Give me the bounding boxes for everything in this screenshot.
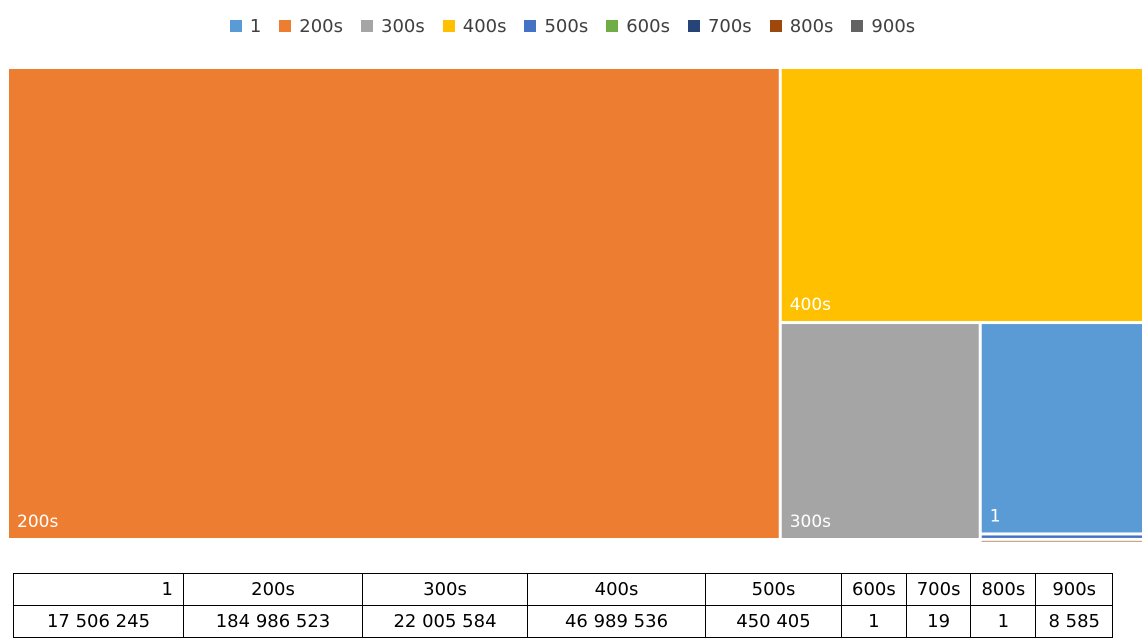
table-value-cell: 184 986 523 <box>183 605 363 638</box>
treemap-tile-800s <box>981 541 1142 542</box>
table-header-row: 1 200s 300s 400s 500s 600s 700s 800s 900s <box>13 573 1114 606</box>
legend-item: 300s <box>361 16 425 37</box>
treemap-tile-500s <box>981 535 1142 538</box>
legend-swatch <box>361 20 374 32</box>
table-header-cell: 300s <box>362 573 528 606</box>
legend-label: 600s <box>626 15 670 37</box>
legend-item: 900s <box>851 16 915 37</box>
treemap-tile-1 <box>981 324 1142 533</box>
treemap-tile-400s <box>781 69 1142 322</box>
legend-label: 800s <box>789 15 834 37</box>
table-value-cell: 1 <box>841 605 907 638</box>
legend-swatch <box>606 20 619 32</box>
table-value-cell: 450 405 <box>705 605 842 638</box>
treemap-tile-label: 300s <box>790 512 831 532</box>
legend-swatch <box>524 20 537 32</box>
legend-item: 200s <box>279 16 343 37</box>
legend-item: 400s <box>442 15 507 37</box>
legend-label: 300s <box>381 15 425 37</box>
table-header-cell: 500s <box>705 573 842 606</box>
legend-item: 800s <box>769 15 834 37</box>
legend-swatch <box>229 20 242 32</box>
legend-item: 600s <box>606 16 670 37</box>
legend-label: 200s <box>299 15 344 37</box>
table-header-cell: 1 <box>13 573 184 606</box>
legend-label: 900s <box>871 15 916 37</box>
legend-swatch <box>687 20 700 32</box>
table-value-cell: 46 989 536 <box>527 605 706 638</box>
legend-label: 500s <box>544 15 589 37</box>
table-header-cell: 400s <box>527 573 706 606</box>
table-value-cell: 19 <box>905 605 972 638</box>
legend-item: 500s <box>524 16 588 37</box>
treemap-tile-label: 1 <box>990 506 1001 526</box>
legend-label: 400s <box>462 15 507 37</box>
table-header-cell: 700s <box>905 573 972 606</box>
table-value-cell: 22 005 584 <box>362 605 528 638</box>
treemap-tile-200s <box>9 69 779 538</box>
legend-swatch <box>279 20 292 32</box>
table-header-cell: 200s <box>183 573 363 606</box>
legend-label: 700s <box>707 15 752 37</box>
legend-swatch <box>769 20 782 32</box>
table-header-cell: 600s <box>841 573 907 606</box>
treemap-tile-label: 400s <box>790 295 831 315</box>
treemap-plot: 200s 400s 300s 1 <box>9 69 1142 542</box>
table-value-row: 17 506 245 184 986 523 22 005 584 46 989 53… <box>13 605 1114 638</box>
treemap-tile-300s <box>781 324 979 538</box>
table-value-cell: 17 506 245 <box>13 605 184 638</box>
treemap-tile-label: 200s <box>17 512 58 532</box>
table-value-cell: 1 <box>970 605 1037 638</box>
legend-swatch <box>442 20 455 32</box>
data-table: 1 200s 300s 400s 500s 600s 700s 800s 900s 17 506… <box>13 573 1114 638</box>
legend-item: 700s <box>687 15 752 37</box>
table-header-cell: 900s <box>1035 573 1114 606</box>
legend-item: 1 <box>229 15 262 37</box>
legend-label: 1 <box>249 15 262 37</box>
chart-legend: 1 200s 300s 400s 500s 600s 700s 800s 900s <box>0 10 1145 42</box>
table-value-cell: 8 585 <box>1035 605 1114 638</box>
table-header-cell: 800s <box>970 573 1037 606</box>
legend-swatch <box>851 20 864 32</box>
